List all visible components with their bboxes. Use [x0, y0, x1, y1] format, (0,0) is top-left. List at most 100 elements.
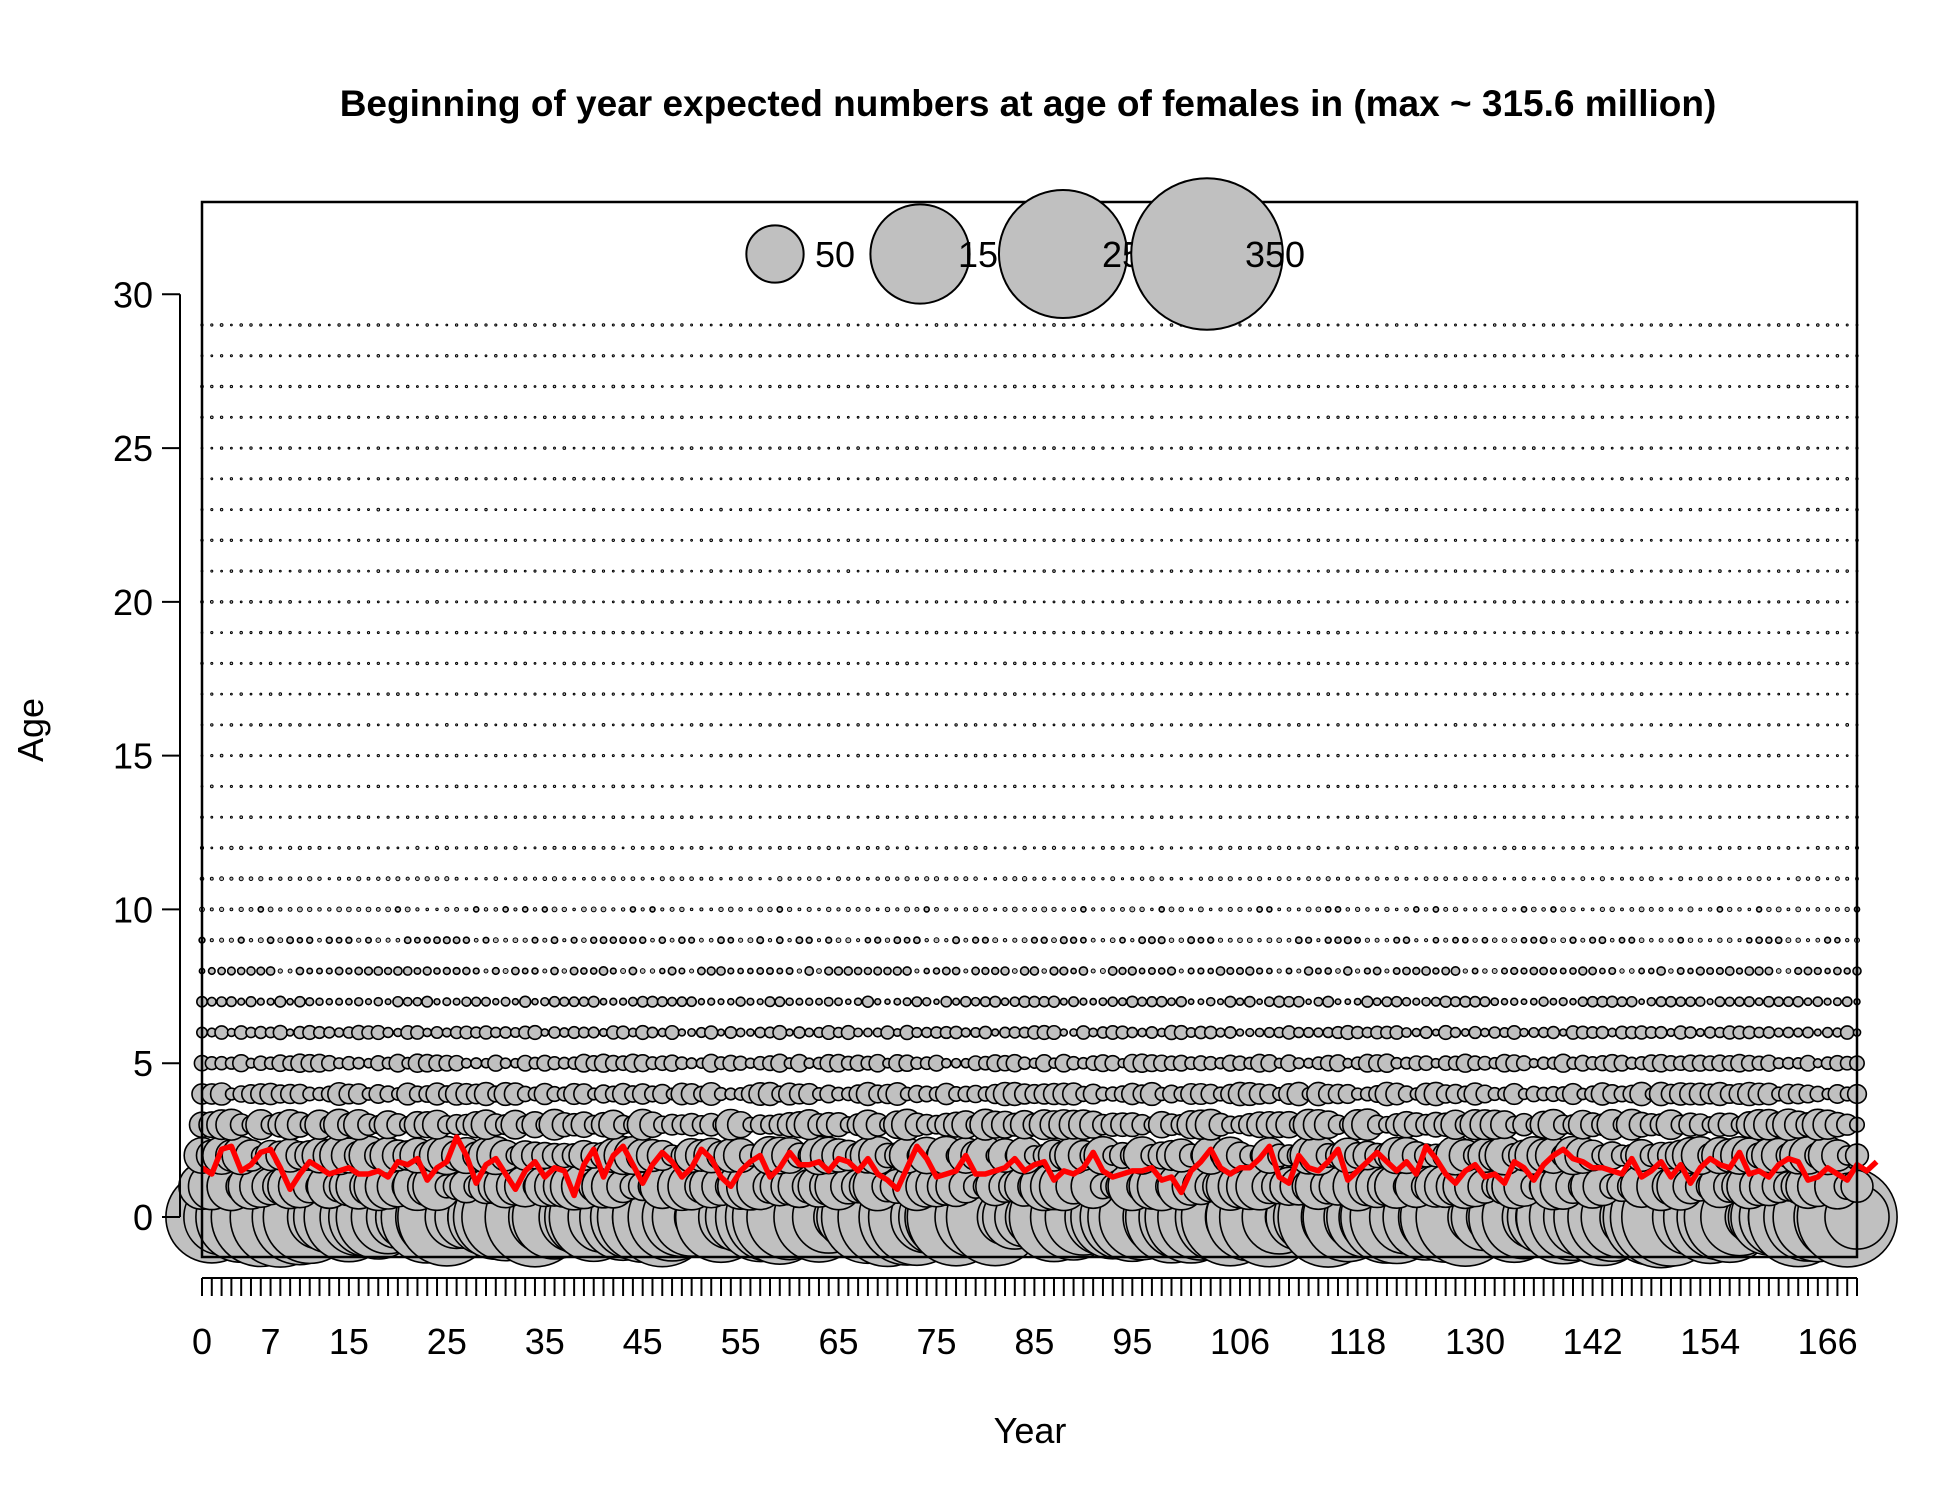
bubble-point	[1375, 569, 1379, 573]
bubble-point	[611, 415, 615, 419]
bubble-point	[1835, 846, 1840, 850]
bubble-point	[630, 876, 636, 882]
bubble-point	[220, 692, 224, 696]
bubble-point	[621, 354, 625, 358]
bubble-point	[1600, 538, 1605, 543]
bubble-point	[1070, 906, 1077, 913]
bubble-point	[1826, 662, 1829, 665]
bubble-point	[1277, 692, 1281, 696]
bubble-point	[1716, 905, 1724, 913]
bubble-point	[1551, 600, 1556, 604]
bubble-point	[592, 784, 596, 789]
bubble-point	[1532, 477, 1536, 481]
bubble-point	[367, 538, 370, 542]
bubble-point	[856, 477, 860, 481]
bubble-point	[523, 784, 528, 789]
bubble-point	[923, 967, 931, 975]
bubble-point	[1157, 967, 1166, 975]
bubble-point	[954, 723, 958, 727]
bubble-point	[1659, 692, 1663, 696]
bubble-point	[259, 662, 263, 665]
bubble-point	[1676, 967, 1685, 975]
bubble-point	[452, 966, 461, 976]
bubble-point	[795, 997, 804, 1006]
bubble-point	[1179, 661, 1183, 666]
bubble-point	[382, 1026, 394, 1039]
bubble-point	[746, 997, 755, 1006]
bubble-point	[365, 906, 372, 913]
bubble-point	[934, 600, 939, 604]
bubble-point	[1140, 723, 1144, 727]
bubble-point	[1738, 723, 1741, 727]
bubble-point	[911, 1026, 923, 1039]
bubble-point	[1532, 815, 1536, 819]
bubble-point	[690, 508, 694, 512]
bubble-point	[1649, 662, 1653, 665]
bubble-point	[269, 385, 273, 388]
bubble-point	[993, 385, 997, 388]
bubble-point	[444, 876, 450, 882]
bubble-point	[317, 476, 322, 481]
bubble-point	[325, 967, 333, 975]
bubble-point	[219, 415, 224, 419]
bubble-point	[1394, 845, 1399, 851]
bubble-point	[512, 937, 519, 944]
bubble-point	[1679, 385, 1683, 388]
bubble-point	[278, 907, 283, 912]
bubble-point	[220, 661, 224, 665]
bubble-point	[1179, 723, 1183, 727]
bubble-point	[1414, 631, 1418, 634]
bubble-point	[1307, 692, 1311, 696]
bubble-point	[1542, 754, 1546, 758]
bubble-point	[1424, 384, 1428, 389]
bubble-point	[1166, 997, 1177, 1007]
bubble-point	[1460, 1028, 1470, 1037]
bubble-point	[1248, 753, 1252, 758]
bubble-point	[582, 815, 586, 820]
bubble-point	[739, 600, 743, 604]
bubble-point	[1454, 508, 1457, 512]
bubble-point	[934, 569, 939, 573]
bubble-point	[1541, 538, 1546, 543]
bubble-point	[1816, 415, 1820, 420]
bubble-point	[317, 661, 322, 666]
bubble-point	[788, 723, 791, 727]
bubble-point	[543, 354, 547, 358]
bubble-point	[434, 876, 440, 882]
bubble-point	[1199, 385, 1203, 388]
bubble-point	[1120, 661, 1125, 666]
bubble-point	[866, 692, 870, 696]
bubble-point	[934, 692, 939, 696]
bubble-point	[797, 907, 802, 912]
bubble-point	[1033, 538, 1036, 542]
bubble-point	[856, 631, 860, 635]
bubble-point	[1307, 723, 1311, 727]
bubble-point	[1130, 785, 1134, 788]
bubble-point	[1218, 876, 1223, 882]
bubble-point	[589, 936, 598, 944]
bubble-point	[1199, 723, 1203, 727]
bubble-point	[1491, 968, 1498, 974]
bubble-point	[1532, 876, 1536, 881]
bubble-point	[1698, 846, 1703, 850]
bubble-point	[1649, 723, 1654, 727]
bubble-point	[415, 723, 420, 727]
bubble-point	[239, 477, 243, 481]
bubble-point	[738, 569, 743, 573]
bubble-point	[1689, 415, 1692, 419]
bubble-point	[1228, 415, 1232, 419]
bubble-point	[609, 967, 617, 975]
bubble-point	[209, 784, 214, 789]
bubble-point	[1679, 815, 1683, 819]
bubble-point	[1072, 600, 1075, 604]
bubble-point	[1062, 631, 1066, 634]
bubble-point	[640, 846, 645, 850]
bubble-point	[1267, 507, 1272, 512]
bubble-point	[1032, 415, 1036, 419]
bubble-point	[1326, 692, 1331, 696]
bubble-point	[1356, 354, 1359, 358]
bubble-point	[1032, 692, 1036, 696]
bubble-point	[1796, 723, 1800, 727]
bubble-point	[214, 1025, 229, 1040]
bubble-point	[758, 815, 762, 819]
